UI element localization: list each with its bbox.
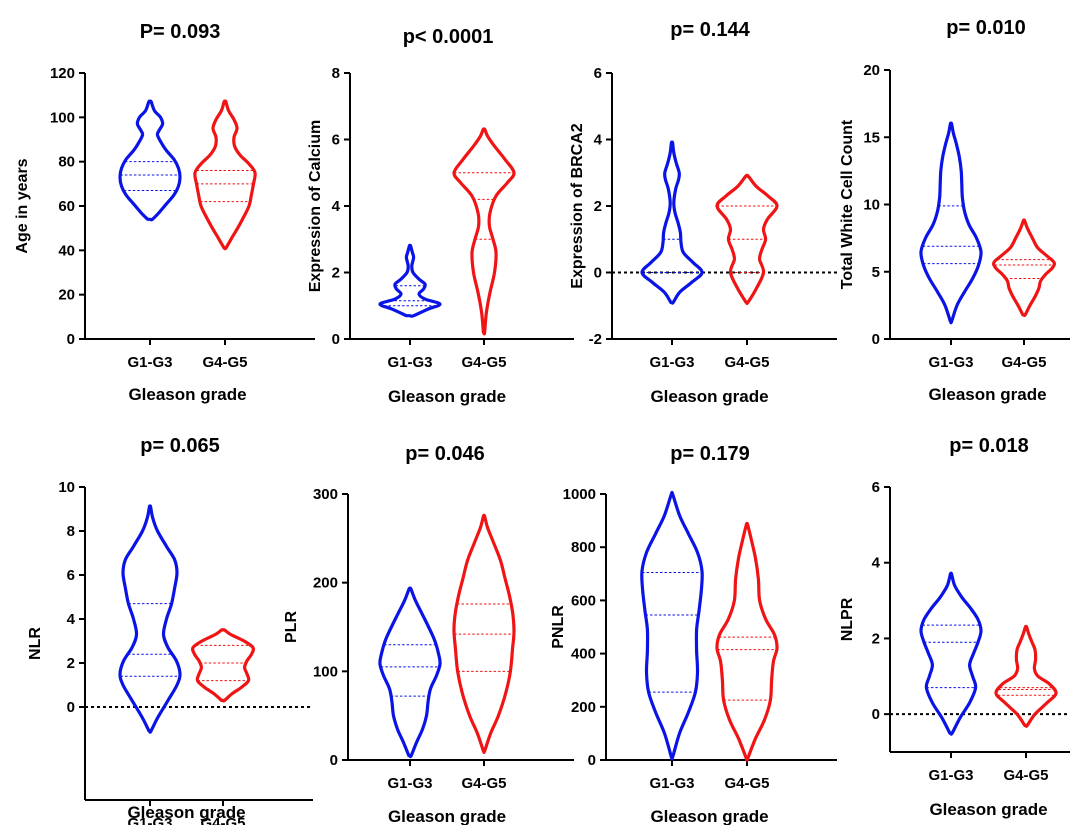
violin-g4-g5 [193, 99, 257, 251]
y-axis-label: NLR [27, 627, 44, 660]
x-axis-label: Gleason grade [127, 803, 245, 822]
y-tick-label: 20 [863, 62, 880, 79]
panel-title: p< 0.0001 [403, 26, 494, 48]
y-axis-label: NLPR [839, 597, 856, 641]
y-tick-label: -2 [589, 331, 602, 348]
y-tick-label: 4 [872, 555, 881, 572]
x-axis-label: Gleason grade [650, 387, 768, 406]
y-tick-label: 1000 [563, 486, 596, 503]
x-tick-label: G4-G5 [202, 354, 247, 371]
y-tick-label: 10 [863, 197, 880, 214]
y-tick-label: 0 [67, 331, 75, 348]
violin-g4-g5 [452, 127, 516, 336]
panel-title: p= 0.010 [946, 17, 1026, 39]
y-axis-label: Expression of BRCA2 [569, 123, 586, 288]
y-tick-label: 10 [58, 479, 75, 496]
y-tick-label: 15 [863, 129, 880, 146]
y-tick-label: 0 [872, 331, 880, 348]
y-tick-label: 60 [58, 198, 75, 215]
y-axis-label: Age in years [14, 158, 31, 253]
violin-g4-g5 [190, 628, 256, 703]
panel-title: p= 0.018 [949, 435, 1029, 457]
y-tick-label: 0 [588, 752, 596, 769]
y-tick-label: 8 [67, 523, 75, 540]
violin-g4-g5 [452, 513, 516, 755]
y-tick-label: 300 [313, 486, 338, 503]
y-axis-label: Total White Cell Count [839, 119, 856, 289]
y-tick-label: 400 [571, 646, 596, 663]
y-tick-label: 0 [594, 265, 602, 282]
y-tick-label: 2 [872, 630, 880, 647]
panel-title: p= 0.179 [670, 443, 750, 465]
y-tick-label: 200 [313, 575, 338, 592]
x-axis-label: Gleason grade [128, 385, 246, 404]
y-tick-label: 4 [332, 198, 341, 215]
y-tick-label: 0 [330, 752, 338, 769]
y-tick-label: 2 [67, 655, 75, 672]
x-tick-label: G4-G5 [461, 775, 506, 792]
violin-g4-g5 [715, 173, 779, 305]
x-tick-label: G1-G3 [649, 354, 694, 371]
y-tick-label: 6 [594, 65, 602, 82]
panel-title: p= 0.144 [670, 19, 750, 41]
y-axis-label: PNLR [550, 605, 567, 649]
x-tick-label: G1-G3 [127, 354, 172, 371]
y-tick-label: 100 [313, 663, 338, 680]
violin-g1-g3 [378, 586, 442, 759]
y-tick-label: 200 [571, 699, 596, 716]
violin-g1-g3 [118, 99, 182, 222]
x-tick-label: G4-G5 [1003, 767, 1048, 784]
y-tick-label: 0 [67, 699, 75, 716]
y-tick-label: 800 [571, 539, 596, 556]
y-tick-label: 120 [50, 65, 75, 82]
violin-g1-g3 [919, 121, 983, 325]
x-tick-label: G4-G5 [724, 775, 769, 792]
x-axis-label: Gleason grade [388, 387, 506, 406]
violin-g4-g5 [994, 624, 1058, 728]
x-tick-label: G4-G5 [461, 354, 506, 371]
violin-g1-g3 [640, 140, 704, 305]
y-axis-label: Expression of Calcium [307, 120, 324, 293]
panel-title: p= 0.065 [140, 435, 220, 457]
y-tick-label: 600 [571, 592, 596, 609]
y-tick-label: 0 [332, 331, 340, 348]
x-tick-label: G4-G5 [1001, 354, 1046, 371]
violin-g1-g3 [919, 571, 983, 736]
y-tick-label: 4 [594, 132, 603, 149]
y-tick-label: 6 [67, 567, 75, 584]
x-tick-label: G1-G3 [127, 815, 172, 825]
x-tick-label: G1-G3 [649, 775, 694, 792]
y-tick-label: 6 [872, 479, 880, 496]
x-tick-label: G1-G3 [387, 354, 432, 371]
x-axis-label: Gleason grade [928, 385, 1046, 404]
y-tick-label: 20 [58, 287, 75, 304]
y-tick-label: 4 [67, 611, 76, 628]
y-tick-label: 6 [332, 132, 340, 149]
x-tick-label: G1-G3 [387, 775, 432, 792]
violin-g1-g3 [118, 504, 182, 734]
y-tick-label: 8 [332, 65, 340, 82]
x-axis-label: Gleason grade [388, 807, 506, 825]
y-tick-label: 80 [58, 154, 75, 171]
panel-title: P= 0.093 [140, 21, 221, 43]
y-tick-label: 40 [58, 242, 75, 259]
x-axis-label: Gleason grade [929, 800, 1047, 819]
y-tick-label: 5 [872, 264, 880, 281]
y-tick-label: 2 [332, 265, 340, 282]
y-axis-label: PLR [283, 611, 300, 643]
y-tick-label: 2 [594, 198, 602, 215]
violin-g4-g5 [992, 218, 1056, 318]
x-tick-label: G4-G5 [200, 815, 245, 825]
violin-g4-g5 [715, 521, 779, 762]
panel-title: p= 0.046 [405, 443, 485, 465]
violin-g1-g3 [640, 490, 704, 761]
x-tick-label: G4-G5 [724, 354, 769, 371]
y-tick-label: 100 [50, 109, 75, 126]
y-tick-label: 0 [872, 706, 880, 723]
x-axis-label: Gleason grade [650, 807, 768, 825]
violin-g1-g3 [378, 243, 442, 318]
x-tick-label: G1-G3 [928, 354, 973, 371]
x-tick-label: G1-G3 [928, 767, 973, 784]
